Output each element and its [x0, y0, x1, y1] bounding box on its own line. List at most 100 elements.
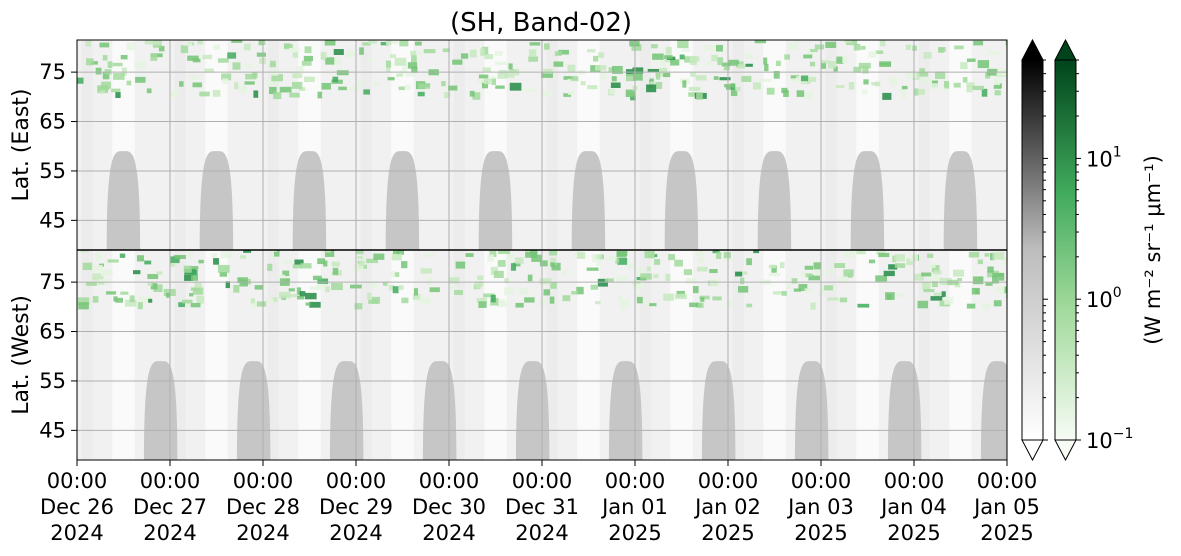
west-emission-cell	[401, 261, 408, 269]
x-tick-label: 00:00	[977, 469, 1038, 493]
west-emission-cell	[957, 277, 963, 282]
west-emission-cell	[834, 263, 846, 268]
west-emission-cell	[331, 261, 340, 267]
west-emission-cell	[106, 291, 117, 295]
east-emission-cell	[418, 83, 431, 89]
west-emission-cell	[420, 268, 432, 274]
x-tick-label: 00:00	[140, 469, 201, 493]
west-emission-cell	[771, 265, 777, 273]
west-emission-cell	[219, 272, 227, 277]
west-emission-cell	[420, 297, 431, 305]
east-emission-cell	[696, 92, 703, 100]
east-emission-cell	[754, 40, 767, 44]
east-emission-cell	[390, 54, 396, 58]
west-emission-cell	[265, 298, 274, 303]
x-tick-label: 00:00	[233, 469, 294, 493]
west-emission-cell	[299, 291, 306, 297]
x-tick-label: Dec 29	[319, 495, 393, 519]
x-tick-label: Dec 31	[505, 495, 579, 519]
east-nodata-arch	[385, 151, 420, 250]
east-emission-cell	[231, 40, 243, 43]
east-emission-cell	[917, 72, 929, 77]
west-emission-cell	[683, 269, 692, 276]
east-emission-cell	[880, 40, 886, 47]
west-emission-cell	[239, 279, 248, 287]
west-emission-cell	[838, 275, 848, 283]
west-emission-cell	[483, 293, 495, 298]
east-emission-cell	[112, 62, 123, 67]
west-emission-cell	[388, 284, 395, 291]
west-nodata-arch	[794, 361, 829, 460]
west-emission-cell	[297, 296, 305, 300]
west-emission-cell	[616, 295, 623, 301]
west-emission-cell	[288, 288, 295, 292]
east-emission-cell	[889, 78, 898, 86]
west-emission-cell	[906, 258, 913, 266]
west-emission-cell	[429, 287, 440, 293]
west-emission-cell	[616, 276, 628, 282]
east-nodata-arch	[757, 151, 792, 250]
west-emission-cell	[712, 250, 720, 254]
east-emission-cell	[417, 91, 425, 97]
west-emission-cell	[115, 297, 124, 303]
west-emission-cell	[506, 253, 515, 261]
x-tick-label: 2024	[515, 521, 568, 545]
east-emission-cell	[385, 40, 392, 46]
west-emission-cell	[225, 281, 230, 289]
west-emission-cell	[616, 251, 627, 258]
east-emission-cell	[134, 61, 147, 69]
east-emission-cell	[803, 92, 814, 99]
west-emission-cell	[791, 278, 798, 284]
west-emission-cell	[398, 285, 404, 290]
west-emission-cell	[119, 253, 126, 258]
west-emission-cell	[627, 263, 635, 269]
x-tick-label: Dec 27	[133, 495, 207, 519]
east-emission-cell	[631, 44, 642, 51]
west-emission-cell	[665, 273, 671, 282]
west-emission-cell	[240, 255, 247, 259]
east-emission-cell	[553, 61, 564, 67]
east-emission-cell	[368, 40, 377, 44]
east-emission-cell	[860, 45, 866, 50]
west-emission-cell	[331, 283, 343, 291]
east-emission-cell	[796, 90, 805, 97]
east-emission-cell	[204, 68, 214, 73]
east-emission-cell	[244, 63, 253, 69]
west-emission-cell	[798, 284, 808, 292]
east-emission-cell	[189, 75, 199, 80]
east-emission-cell	[213, 44, 220, 50]
east-emission-cell	[144, 40, 155, 45]
east-emission-cell	[150, 53, 158, 61]
east-emission-cell	[338, 86, 347, 91]
west-emission-cell	[1004, 286, 1007, 294]
east-emission-cell	[905, 44, 912, 51]
ylabel-east: Lat. (East)	[9, 89, 34, 202]
east-emission-cell	[469, 49, 477, 58]
west-emission-cell	[615, 257, 620, 264]
west-emission-cell	[169, 262, 175, 267]
west-emission-cell	[413, 288, 419, 296]
west-emission-cell	[243, 250, 252, 253]
west-emission-cell	[281, 260, 293, 264]
west-emission-cell	[773, 291, 783, 295]
east-emission-cell	[773, 70, 780, 79]
east-emission-cell	[243, 43, 251, 51]
east-emission-cell	[580, 81, 586, 86]
east-emission-cell	[373, 81, 380, 87]
east-emission-cell	[482, 67, 491, 73]
east-emission-cell	[279, 86, 292, 93]
west-emission-cell	[549, 250, 558, 256]
east-emission-cell	[363, 89, 370, 95]
east-emission-cell	[126, 80, 132, 86]
east-emission-cell	[113, 73, 125, 80]
west-emission-cell	[800, 271, 809, 278]
east-emission-cell	[821, 60, 830, 64]
west-emission-cell	[939, 277, 952, 286]
east-emission-cell	[938, 47, 946, 52]
west-emission-cell	[332, 267, 339, 275]
east-emission-cell	[292, 52, 298, 58]
east-emission-cell	[298, 87, 306, 91]
east-emission-cell	[1005, 40, 1007, 46]
west-emission-cell	[86, 282, 97, 286]
colorbar-ticks: 10−1 100 101	[1043, 59, 1133, 453]
